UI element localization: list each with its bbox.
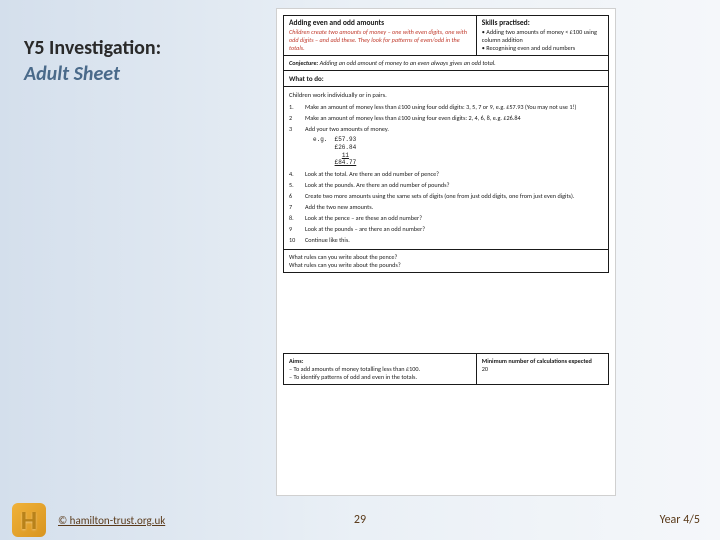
step-3-num: 3	[289, 125, 305, 133]
worksheet-spacer	[283, 273, 609, 353]
step-5-num: 5.	[289, 181, 305, 189]
worksheet-body: Children work individually or in pairs. …	[283, 87, 609, 250]
calc-carry: 11	[342, 152, 349, 159]
step-8-num: 8.	[289, 214, 305, 222]
title-line-2: Adult Sheet	[24, 62, 254, 86]
aims-cell: Aims: – To add amounts of money totallin…	[283, 353, 477, 385]
worksheet-topic-desc: Children create two amounts of money – o…	[289, 28, 471, 52]
conjecture-text: Adding an odd amount of money to an even…	[320, 59, 496, 67]
step-8: 8. Look at the pence – are these an odd …	[289, 214, 603, 222]
step-10-num: 10	[289, 236, 305, 244]
step-5-text: Look at the pounds. Are there an odd num…	[305, 181, 603, 189]
children-note: Children work individually or in pairs.	[289, 91, 603, 99]
min-calc-cell: Minimum number of calculations expected …	[477, 353, 609, 385]
aims-title: Aims:	[289, 357, 471, 365]
aims-bullet-1: – To add amounts of money totalling less…	[289, 365, 471, 373]
step-10-text: Continue like this.	[305, 236, 603, 244]
calc-line-b: £26.84	[335, 144, 357, 151]
example-calculation: e.g. £57.93 £26.84 11 £84.77	[313, 136, 603, 167]
worksheet-header-right: Skills practised: • Adding two amounts o…	[477, 15, 609, 56]
worksheet-header-row: Adding even and odd amounts Children cre…	[283, 15, 609, 56]
aims-bullet-2: – To identify patterns of odd and even i…	[289, 373, 471, 381]
embedded-worksheet: Adding even and odd amounts Children cre…	[276, 8, 616, 496]
skill-bullet-1: • Adding two amounts of money < £100 usi…	[482, 28, 603, 44]
calc-total: £84.77	[335, 159, 357, 166]
min-calc-value: 20	[482, 365, 603, 373]
rules-q1: What rules can you write about the pence…	[289, 253, 603, 261]
skill-bullet-2-text: Recognising even and odd numbers	[486, 44, 575, 52]
aims-bullet-2-text: To identify patterns of odd and even in …	[293, 373, 417, 381]
worksheet-header-left: Adding even and odd amounts Children cre…	[283, 15, 477, 56]
skill-bullet-2: • Recognising even and odd numbers	[482, 44, 603, 52]
step-4: 4. Look at the total. Are there an odd n…	[289, 170, 603, 178]
hamilton-logo-icon	[12, 503, 46, 537]
step-6-text: Create two more amounts using the same s…	[305, 192, 603, 200]
step-5: 5. Look at the pounds. Are there an odd …	[289, 181, 603, 189]
conjecture-label: Conjecture:	[289, 59, 318, 67]
step-9: 9 Look at the pounds – are there an odd …	[289, 225, 603, 233]
step-1-num: 1.	[289, 103, 305, 111]
step-4-num: 4.	[289, 170, 305, 178]
rules-block: What rules can you write about the pence…	[283, 250, 609, 273]
step-2-text: Make an amount of money less than £100 u…	[305, 114, 603, 122]
step-7-num: 7	[289, 203, 305, 211]
footer-link[interactable]: © hamilton-trust.org.uk	[58, 514, 165, 527]
step-1-text: Make an amount of money less than £100 u…	[305, 103, 603, 111]
worksheet-topic-title: Adding even and odd amounts	[289, 19, 471, 28]
calc-label: e.g.	[313, 136, 327, 143]
step-2: 2 Make an amount of money less than £100…	[289, 114, 603, 122]
step-6-num: 6	[289, 192, 305, 200]
step-3-text: Add your two amounts of money.	[305, 125, 603, 133]
conjecture-cell: Conjecture: Adding an odd amount of mone…	[283, 56, 609, 71]
step-4-text: Look at the total. Are there an odd numb…	[305, 170, 603, 178]
calc-line-a: £57.93	[335, 136, 357, 143]
step-6: 6 Create two more amounts using the same…	[289, 192, 603, 200]
step-2-num: 2	[289, 114, 305, 122]
rules-q2: What rules can you write about the pound…	[289, 261, 603, 269]
min-calc-label: Minimum number of calculations expected	[482, 357, 603, 365]
page-number: 29	[354, 513, 366, 527]
slide-footer: © hamilton-trust.org.uk 29 Year 4/5	[0, 500, 720, 540]
step-10: 10 Continue like this.	[289, 236, 603, 244]
aims-row: Aims: – To add amounts of money totallin…	[283, 353, 609, 385]
skill-bullet-1-text: Adding two amounts of money < £100 using…	[482, 28, 597, 44]
skills-practised-title: Skills practised:	[482, 19, 603, 28]
step-1: 1. Make an amount of money less than £10…	[289, 103, 603, 111]
title-line-1: Y5 Investigation:	[24, 36, 254, 60]
step-8-text: Look at the pence – are these an odd num…	[305, 214, 603, 222]
step-7-text: Add the two new amounts.	[305, 203, 603, 211]
step-3: 3 Add your two amounts of money.	[289, 125, 603, 133]
step-9-num: 9	[289, 225, 305, 233]
year-label: Year 4/5	[660, 513, 700, 527]
aims-bullet-1-text: To add amounts of money totalling less t…	[293, 365, 420, 373]
conjecture-row: Conjecture: Adding an odd amount of mone…	[283, 56, 609, 71]
what-to-do-header: What to do:	[283, 71, 609, 87]
step-7: 7 Add the two new amounts.	[289, 203, 603, 211]
step-9-text: Look at the pounds – are there an odd nu…	[305, 225, 603, 233]
slide-title-block: Y5 Investigation: Adult Sheet	[24, 36, 254, 86]
